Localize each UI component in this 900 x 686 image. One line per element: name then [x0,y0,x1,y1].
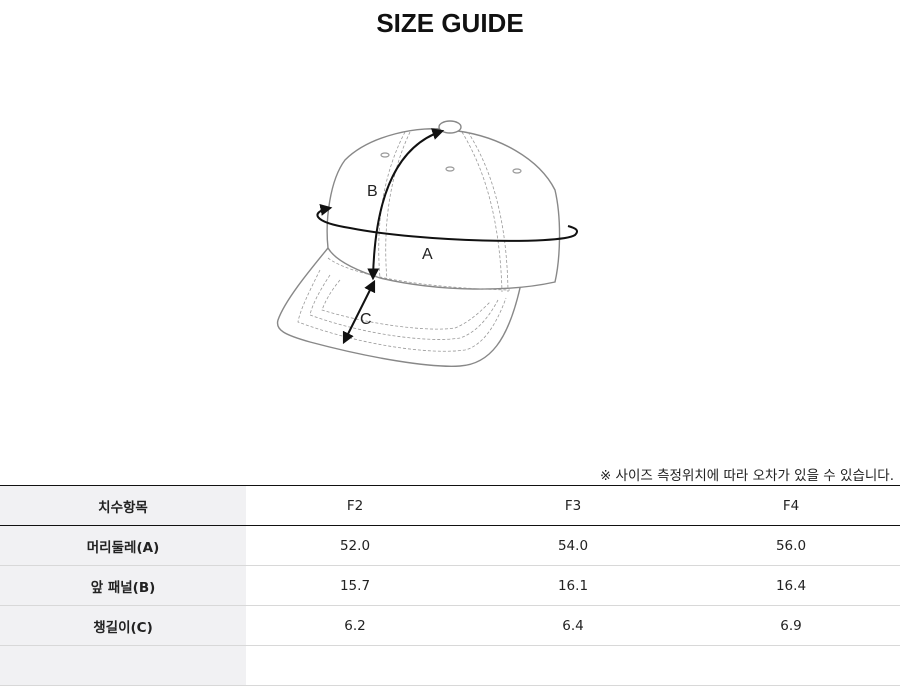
table-row: 머리둘레(A) 52.0 54.0 56.0 [0,525,900,566]
cell-value: 6.2 [246,605,464,646]
cell-empty [682,645,900,686]
cell-empty [246,645,464,686]
cap-measurement-diagram: A B C [276,120,578,367]
cell-value: 15.7 [246,565,464,606]
row-label: 챙길이(C) [0,605,246,646]
table-row-partial [0,645,900,686]
measure-b-line [367,128,445,281]
label-c: C [360,311,372,328]
table-row: 앞 패널(B) 15.7 16.1 16.4 [0,565,900,606]
cell-value: 6.9 [682,605,900,646]
row-label: 머리둘레(A) [0,525,246,566]
cell-value: 52.0 [246,525,464,566]
label-b: B [367,183,378,200]
cell-empty [464,645,682,686]
table-row: 챙길이(C) 6.2 6.4 6.9 [0,605,900,646]
cell-value: 56.0 [682,525,900,566]
row-label-empty [0,645,246,686]
header-label: 치수항목 [0,485,246,526]
label-a: A [422,246,433,263]
page-title: SIZE GUIDE [376,8,524,38]
measurement-note: ※ 사이즈 측정위치에 따라 오차가 있을 수 있습니다. [599,468,894,484]
cell-value: 6.4 [464,605,682,646]
table-header-row: 치수항목 F2 F3 F4 [0,485,900,526]
measure-c-line [342,279,376,345]
header-size: F3 [464,485,682,526]
cell-value: 16.4 [682,565,900,606]
cell-value: 54.0 [464,525,682,566]
cap-crown [326,128,561,290]
size-table: 치수항목 F2 F3 F4 머리둘레(A) 52.0 54.0 56.0 앞 패… [0,485,900,686]
measure-a-line [316,204,578,242]
row-label: 앞 패널(B) [0,565,246,606]
cell-value: 16.1 [464,565,682,606]
header-size: F2 [246,485,464,526]
header-size: F4 [682,485,900,526]
